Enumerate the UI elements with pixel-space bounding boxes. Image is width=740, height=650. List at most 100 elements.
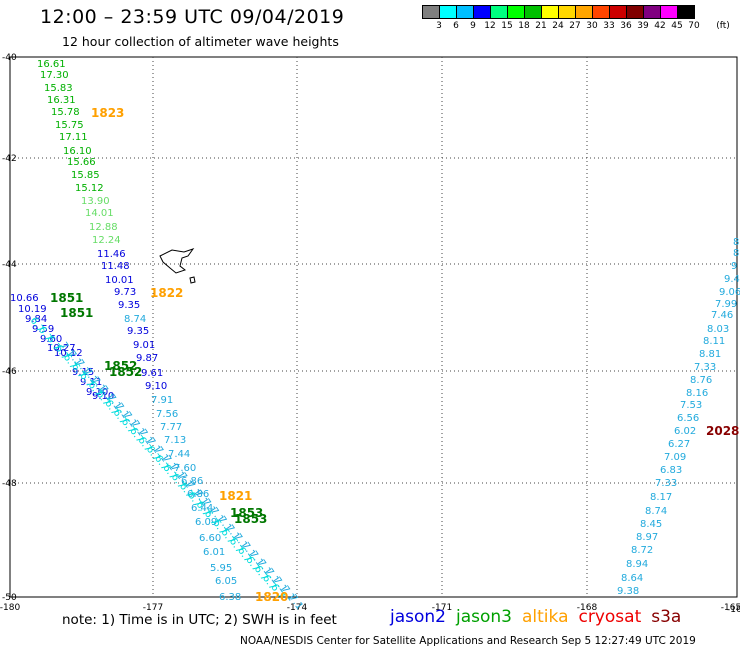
swh-value-track3: 6.27 <box>668 439 690 450</box>
swh-value-track2: 9.84 <box>25 314 47 325</box>
swh-value-track3: 8.11 <box>703 336 725 347</box>
satellite-legend-jason2: jason2 <box>390 607 446 627</box>
swh-value-track1: 17.11 <box>59 132 88 143</box>
swh-value-track2: 9.59 <box>32 324 54 335</box>
swh-value-track3: 8.81 <box>699 349 721 360</box>
swh-value-track3: 8.94 <box>626 559 648 570</box>
pass-time-label: 1822 <box>150 286 183 300</box>
lat-tick-label: -46 <box>2 367 17 377</box>
footer-credit: NOAA/NESDIS Center for Satellite Applica… <box>240 635 696 647</box>
swh-value-track2: 9.11 <box>80 377 102 388</box>
swh-value-track1: 9.61 <box>141 368 163 379</box>
swh-value-track1: 6.60 <box>199 533 221 544</box>
swh-value-track3: 7.33 <box>694 362 716 373</box>
pass-time-label: 2028 <box>706 424 739 438</box>
swh-value-track1: 10.01 <box>105 275 134 286</box>
swh-value-track3: 9.38 <box>617 586 639 597</box>
pass-time-label: 1823 <box>91 106 124 120</box>
swh-value-track1: 15.78 <box>51 107 80 118</box>
swh-value-track3: 8.72 <box>631 545 653 556</box>
colorbar-label: 9 <box>470 21 476 31</box>
colorbar-label: 15 <box>501 21 513 31</box>
swh-value-track1: 15.66 <box>67 157 96 168</box>
swh-value-track3: 8.45 <box>640 519 662 530</box>
swh-value-track1: 9.01 <box>133 340 155 351</box>
satellite-legend-jason3: jason3 <box>456 607 512 627</box>
swh-value-track1: 9.73 <box>114 287 136 298</box>
swh-value-track1: 11.46 <box>97 249 126 260</box>
islet-outline <box>189 276 196 284</box>
map-title: 12:00 – 23:59 UTC 09/04/2019 <box>40 6 345 28</box>
swh-value-track3: 8.74 <box>645 506 667 517</box>
island-outline <box>159 248 195 274</box>
colorbar-label: 39 <box>637 21 649 31</box>
swh-value-track1: 14.01 <box>85 208 114 219</box>
colorbar-labels: 3 6 9 12 15 18 21 24 27 30 33 36 39 42 45 70 (ft) <box>422 21 740 33</box>
pass-time-label: 1852 <box>109 365 142 379</box>
swh-value-track2: 9.15 <box>72 367 94 378</box>
swh-value-track1: 13.90 <box>81 196 110 207</box>
pass-time-label: 1851 <box>50 291 83 305</box>
pass-time-label: 1851 <box>60 306 93 320</box>
swh-value-track1: 7.77 <box>160 422 182 433</box>
colorbar-label: 36 <box>620 21 632 31</box>
swh-value-track3: 8 <box>733 248 739 259</box>
lat-tick-label: -48 <box>2 479 17 489</box>
swh-value-track1: 17.30 <box>40 70 69 81</box>
lat-tick-label: -50 <box>2 593 17 603</box>
satellite-legend-s3a: s3a <box>651 607 682 627</box>
lon-tick-label: -16 <box>727 605 740 615</box>
swh-value-track2: 9.10 <box>92 391 114 402</box>
swh-value-track3: 6.02 <box>674 426 696 437</box>
swh-value-track1: 9.35 <box>118 300 140 311</box>
swh-value-track3: 7.53 <box>680 400 702 411</box>
pass-time-label: 1852 <box>104 359 137 373</box>
lon-tick-label: -165 <box>721 603 740 613</box>
swh-value-track3: 7.33 <box>655 478 677 489</box>
satellite-legend-cryosat: cryosat <box>578 607 642 627</box>
lat-tick-label: -42 <box>2 154 17 164</box>
lon-tick-label: -174 <box>287 603 308 613</box>
swh-value-track3: 7.46 <box>711 310 733 321</box>
swh-value-track3: 8.97 <box>636 532 658 543</box>
colorbar-label: 6 <box>453 21 459 31</box>
colorbar-swatch <box>677 5 695 19</box>
swh-value-track1: 6.86 <box>187 489 209 500</box>
swh-value-track1: 6.01 <box>203 547 225 558</box>
pass-time-label: 1853 <box>234 512 267 526</box>
swh-value-track3: 9 <box>731 261 737 272</box>
swh-value-track3: 8.03 <box>707 324 729 335</box>
swh-value-track2: 10.66 <box>10 293 39 304</box>
satellite-legend: jason2 jason3 altika cryosat s3a <box>390 607 681 627</box>
swh-value-track1: 7.91 <box>151 395 173 406</box>
pass-time-label: 1820 <box>255 590 288 604</box>
swh-value-track1: 7.60 <box>174 463 196 474</box>
colorbar-label: 12 <box>484 21 496 31</box>
colorbar-label: 33 <box>603 21 615 31</box>
swh-value-track1: 6.86 <box>181 476 203 487</box>
lon-tick-label: -168 <box>577 603 598 613</box>
swh-value-track1: 15.83 <box>44 83 73 94</box>
map-subtitle: 12 hour collection of altimeter wave hei… <box>62 34 339 49</box>
colorbar-label: 3 <box>436 21 442 31</box>
colorbar-label: 45 <box>671 21 683 31</box>
swh-value-track2: 10.19 <box>18 304 47 315</box>
swh-value-track3: 8.17 <box>650 492 672 503</box>
pass-time-label: 1853 <box>230 506 263 520</box>
map-frame <box>9 56 738 598</box>
swh-value-track1: 15.12 <box>75 183 104 194</box>
swh-value-track1: 9.87 <box>136 353 158 364</box>
lat-tick-label: -40 <box>2 53 17 63</box>
lon-tick-label: -171 <box>432 603 452 613</box>
swh-value-track1: 6.44 <box>191 503 213 514</box>
swh-value-track1: 8.74 <box>124 314 146 325</box>
swh-value-track2: 10.12 <box>54 348 83 359</box>
colorbar <box>422 5 695 19</box>
swh-value-track3: 8.76 <box>690 375 712 386</box>
swh-value-track2: 9.60 <box>40 334 62 345</box>
swh-value-track3: 6.56 <box>677 413 699 424</box>
colorbar-label: 42 <box>654 21 666 31</box>
swh-value-track3: 7.99 <box>715 299 737 310</box>
swh-value-track1: 6.38 <box>219 592 241 603</box>
